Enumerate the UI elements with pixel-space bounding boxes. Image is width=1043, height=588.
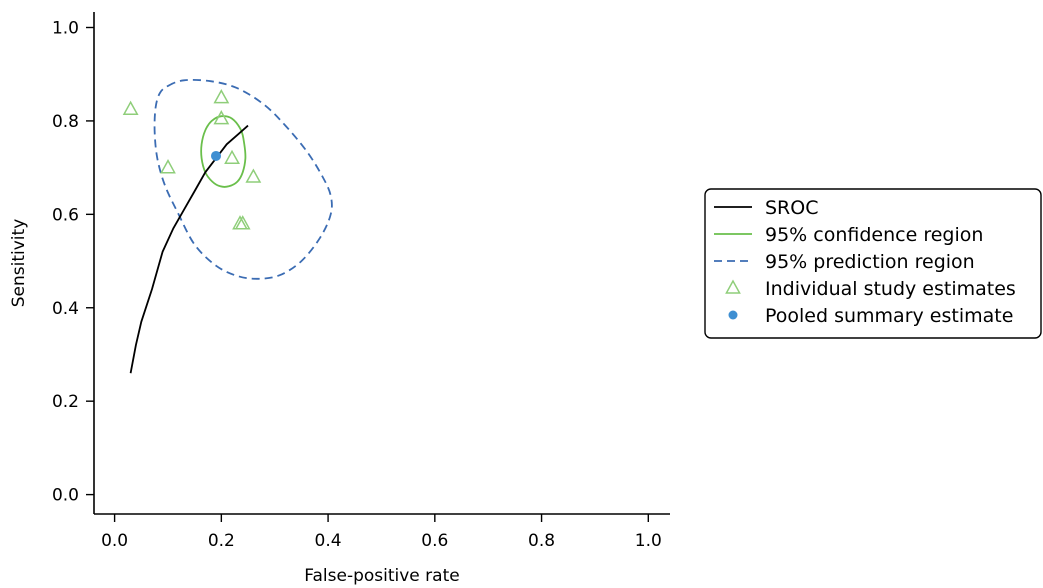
x-tick-label: 0.6: [421, 531, 448, 551]
study-estimate-point: [213, 110, 230, 125]
study-estimate-point: [213, 89, 230, 104]
x-tick-label: 0.4: [315, 531, 342, 551]
x-axis-label: False-positive rate: [304, 566, 459, 586]
x-tick-label: 0.0: [101, 531, 128, 551]
legend-box: [704, 188, 1042, 339]
y-tick-label: 0.8: [52, 112, 79, 132]
confidence-region-curve: [200, 115, 247, 188]
x-tick-label: 1.0: [635, 531, 662, 551]
legend-label: Individual study estimates: [765, 278, 1016, 300]
y-tick-label: 0.0: [52, 486, 79, 506]
legend-label: Pooled summary estimate: [765, 305, 1013, 327]
axes: [93, 12, 670, 515]
y-axis-label: Sensitivity: [9, 219, 29, 308]
x-ticks: 0.0 0.2 0.4 0.6 0.8 1.0: [101, 514, 662, 551]
y-ticks: 0.0 0.2 0.4 0.6 0.8 1.0: [52, 19, 94, 506]
legend-label: 95% prediction region: [765, 251, 975, 273]
legend-swatch-study: [725, 279, 741, 294]
study-estimate-point: [245, 168, 262, 183]
study-estimate-point: [160, 159, 176, 174]
plot-area: [122, 78, 333, 374]
x-tick-label: 0.2: [208, 531, 235, 551]
y-tick-label: 1.0: [52, 19, 79, 39]
y-tick-label: 0.2: [52, 392, 79, 412]
sroc-curve: [129, 124, 249, 374]
study-estimate-point: [224, 149, 240, 165]
pooled-estimate-point: [211, 150, 222, 161]
legend-label: SROC: [765, 197, 818, 219]
study-estimate-point: [122, 100, 139, 116]
legend: SROC 95% confidence region 95% prediction …: [704, 188, 1042, 339]
prediction-region-curve: [153, 78, 333, 280]
legend-swatch-pooled: [728, 310, 738, 320]
y-tick-label: 0.4: [52, 299, 79, 319]
study-estimate-point: [234, 215, 251, 230]
y-tick-label: 0.6: [52, 205, 79, 225]
x-tick-label: 0.8: [528, 531, 555, 551]
legend-label: 95% confidence region: [765, 224, 983, 246]
